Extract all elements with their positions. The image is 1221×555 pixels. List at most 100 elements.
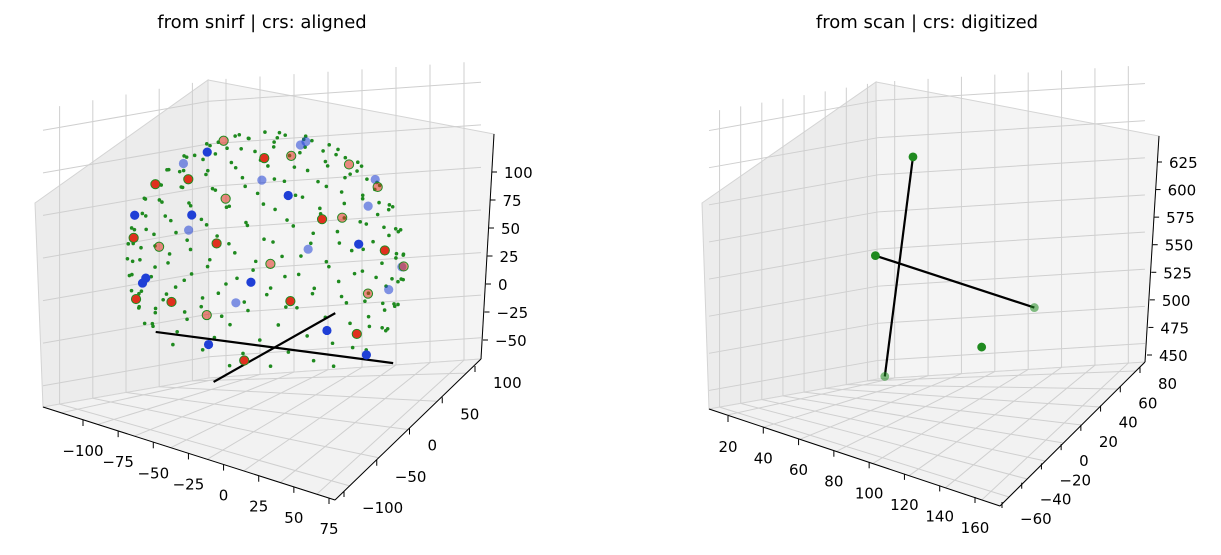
- data-point: [273, 207, 277, 212]
- data-point: [380, 301, 385, 306]
- data-point: [334, 152, 338, 157]
- data-point: [336, 147, 340, 152]
- source-optode: [184, 225, 194, 235]
- data-point: [358, 220, 363, 224]
- y-tick-label: −60: [1020, 510, 1052, 528]
- z-tick-label: −25: [497, 304, 529, 322]
- data-point: [243, 184, 247, 189]
- right-z-ticks: 450 475 500 525 550 575 600 625: [1147, 154, 1198, 365]
- y-tick-label: 60: [1138, 394, 1157, 412]
- data-point: [182, 310, 187, 314]
- data-point: [219, 314, 224, 318]
- data-point: [233, 134, 237, 138]
- data-point: [139, 289, 144, 293]
- data-point: [204, 223, 209, 227]
- data-point: [360, 193, 365, 198]
- data-point: [339, 190, 344, 194]
- x-tick-label: 120: [890, 496, 919, 514]
- data-point: [189, 272, 194, 276]
- right-point-series: [870, 152, 1039, 381]
- data-point: [240, 175, 245, 180]
- data-point: [382, 308, 387, 312]
- data-point: [205, 264, 210, 269]
- data-point: [173, 285, 178, 289]
- data-point: [235, 276, 239, 281]
- data-point: [142, 196, 147, 201]
- data-point: [239, 146, 243, 151]
- y-tick-label: −100: [362, 499, 403, 517]
- gridline: [159, 386, 438, 402]
- left-y-ticks: −100 −500 50 100: [343, 366, 522, 517]
- gridline: [846, 384, 1118, 390]
- data-point: [310, 138, 314, 143]
- data-point: [394, 256, 398, 260]
- data-point: [201, 157, 205, 162]
- data-point: [363, 299, 367, 304]
- x-tick-label: −75: [102, 453, 134, 471]
- gridline: [867, 370, 1136, 382]
- source-optode: [203, 339, 214, 350]
- data-point: [129, 226, 134, 230]
- gridline: [59, 403, 350, 487]
- data-point: [237, 132, 242, 137]
- data-point: [177, 169, 182, 174]
- data-point: [245, 223, 250, 228]
- data-point: [350, 345, 355, 350]
- data-point: [360, 196, 365, 201]
- data-point: [355, 169, 359, 173]
- data-point: [206, 168, 210, 173]
- data-point: [282, 179, 287, 184]
- data-point: [227, 241, 231, 246]
- data-point: [139, 245, 143, 250]
- detector-optode: [130, 293, 142, 305]
- data-point: [335, 229, 340, 234]
- data-point: [374, 275, 378, 280]
- data-point: [246, 308, 250, 313]
- data-point: [174, 230, 178, 235]
- left-optode-series: [128, 135, 409, 366]
- z-tick-label: 625: [1169, 154, 1198, 172]
- detector-optode: [285, 296, 296, 307]
- left-x-axis-line: [42, 406, 336, 501]
- right-x-ticks: 20 40 60 80 100 120 140 160: [718, 416, 989, 537]
- data-point: [356, 160, 360, 165]
- z-tick-label: −50: [495, 332, 527, 350]
- data-point: [164, 292, 169, 296]
- data-point: [337, 241, 342, 245]
- detector-optode: [362, 288, 374, 299]
- left-green-series: [125, 130, 406, 369]
- gridline: [42, 209, 482, 259]
- gridline: [708, 83, 1146, 132]
- gridline: [945, 364, 1096, 489]
- subplot-left: from snirf | crs: aligned −100−75−50−250…: [34, 12, 533, 538]
- data-point: [343, 175, 347, 180]
- x-tick-label: −100: [62, 442, 103, 460]
- z-tick-label: 450: [1159, 347, 1188, 365]
- data-point: [153, 265, 157, 269]
- fiducial-point: [908, 152, 918, 162]
- data-point: [394, 251, 399, 256]
- right-x-axis-line: [708, 408, 1001, 507]
- data-point: [210, 186, 215, 191]
- data-point: [179, 185, 184, 189]
- data-point: [181, 168, 186, 173]
- x-tick-label: 20: [718, 438, 737, 456]
- left-gridlines: [42, 62, 482, 495]
- gridline: [708, 342, 1146, 391]
- detector-optode: [259, 152, 270, 164]
- data-point: [382, 225, 386, 230]
- data-point: [380, 261, 384, 266]
- x-tick-label: 0: [219, 487, 229, 505]
- gridline: [42, 81, 482, 131]
- data-point: [138, 257, 142, 262]
- data-point: [253, 149, 257, 154]
- data-point: [130, 259, 135, 264]
- data-point: [360, 269, 365, 273]
- z-tick-label: 75: [503, 192, 522, 210]
- z-tick-label: 0: [498, 276, 508, 294]
- data-point: [392, 304, 397, 308]
- detector-optode: [150, 179, 161, 190]
- detector-optode: [153, 241, 165, 252]
- y-tick-label: 80: [1158, 375, 1177, 393]
- x-tick-label: 80: [824, 473, 843, 491]
